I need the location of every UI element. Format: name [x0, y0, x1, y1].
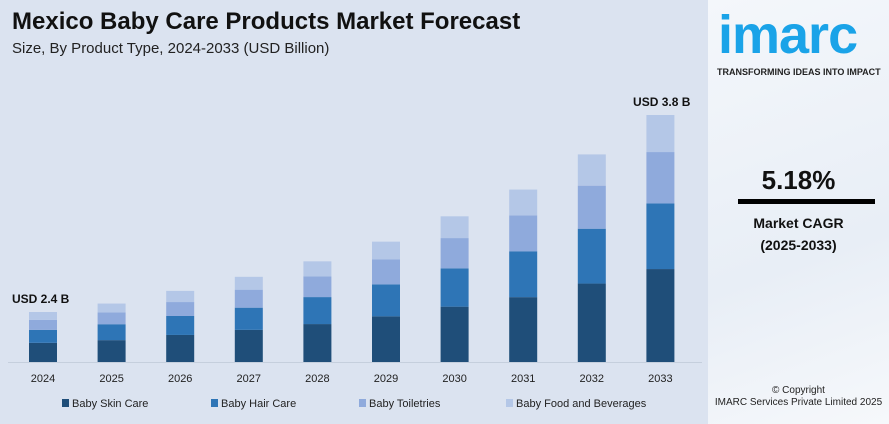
stacked-bar-chart: 2024 USD 2.4 B 2025 2026 2027 2028 2029 2030 203… [8, 95, 702, 410]
bar-2027-s2 [234, 289, 263, 308]
bar-2029-s1 [372, 284, 400, 317]
bar-2024-s2 [29, 319, 57, 330]
x-tick-label: 2024 [31, 373, 55, 385]
bar-2024-s1 [29, 329, 57, 343]
divider [738, 199, 875, 204]
legend-label: Baby Hair Care [221, 398, 296, 410]
chart-title: Mexico Baby Care Products Market Forecas… [12, 8, 521, 35]
bar-2028-s0 [303, 324, 332, 362]
legend-item: Baby Skin Care [62, 398, 148, 410]
x-tick-label: 2032 [580, 373, 604, 385]
x-tick-label: 2033 [648, 373, 672, 385]
bar-2030-s1 [440, 268, 469, 307]
company-name: IMARC Services Private Limited 2025 [714, 397, 883, 408]
bar-2026-s0 [166, 334, 195, 362]
bar-2031-s2 [509, 215, 538, 252]
bar-2026-s3 [166, 290, 195, 303]
bar-2026-s1 [166, 315, 195, 335]
bar-2027-s0 [234, 329, 263, 362]
cagr-label-text: Market CAGR [753, 215, 844, 231]
bar-2028-s1 [303, 297, 332, 325]
legend-item: Baby Toiletries [359, 398, 441, 410]
bar-2032-s1 [577, 228, 606, 284]
x-tick-label: 2031 [511, 373, 535, 385]
total-label: USD 2.4 B [12, 292, 70, 306]
legend-item: Baby Hair Care [211, 398, 296, 410]
side-panel: imarc TRANSFORMING IDEAS INTO IMPACT 5.1… [708, 0, 889, 424]
legend-swatch [359, 399, 366, 407]
bar-2032-s2 [577, 185, 606, 229]
x-tick-label: 2026 [168, 373, 192, 385]
legend-label: Baby Food and Beverages [516, 398, 647, 410]
total-label: USD 3.8 B [633, 95, 691, 109]
bar-2032-s3 [577, 154, 606, 186]
legend-swatch [211, 399, 218, 407]
legend-label: Baby Toiletries [369, 398, 441, 410]
bar-2026-s2 [166, 302, 195, 316]
bar-2029-s3 [372, 241, 400, 260]
x-tick-label: 2027 [237, 373, 261, 385]
bar-2024-s3 [29, 312, 57, 320]
bar-2031-s0 [509, 297, 538, 362]
bar-2033-s0 [646, 269, 675, 362]
bar-2033-s3 [646, 115, 675, 153]
bar-2025-s1 [97, 324, 126, 341]
x-tick-label: 2028 [305, 373, 329, 385]
bar-2031-s3 [509, 189, 538, 216]
bar-2032-s0 [577, 283, 606, 362]
bar-2028-s3 [303, 261, 332, 277]
copyright-text: © Copyright [772, 385, 825, 396]
legend-item: Baby Food and Beverages [506, 398, 647, 410]
legend-swatch [506, 399, 513, 407]
chart-subtitle: Size, By Product Type, 2024-2033 (USD Bi… [12, 40, 330, 57]
legend-label: Baby Skin Care [72, 398, 148, 410]
bar-2027-s3 [234, 276, 263, 290]
x-tick-label: 2025 [99, 373, 123, 385]
bar-2025-s0 [97, 340, 126, 362]
legend-swatch [62, 399, 69, 407]
bar-2029-s0 [372, 316, 400, 362]
bar-2024-s0 [29, 342, 57, 362]
bar-2033-s2 [646, 152, 675, 204]
bar-2028-s2 [303, 276, 332, 298]
cagr-label: Market CAGR (2025-2033) [708, 212, 889, 256]
x-tick-label: 2029 [374, 373, 398, 385]
chart-area: Mexico Baby Care Products Market Forecas… [8, 8, 702, 410]
x-tick-label: 2030 [442, 373, 466, 385]
bar-2031-s1 [509, 251, 538, 298]
bar-2027-s1 [234, 307, 263, 330]
bar-2025-s3 [97, 303, 126, 313]
bar-2030-s0 [440, 306, 469, 362]
tagline: TRANSFORMING IDEAS INTO IMPACT [717, 67, 881, 77]
bar-2029-s2 [372, 259, 400, 285]
cagr-value: 5.18% [761, 165, 836, 195]
imarc-logo: imarc [718, 5, 858, 65]
copyright: © Copyright IMARC Services Private Limite… [708, 385, 889, 409]
bar-2030-s3 [440, 216, 469, 239]
bar-2030-s2 [440, 238, 469, 269]
cagr-period: (2025-2033) [760, 237, 837, 253]
bar-2025-s2 [97, 312, 126, 325]
bar-2033-s1 [646, 203, 675, 270]
